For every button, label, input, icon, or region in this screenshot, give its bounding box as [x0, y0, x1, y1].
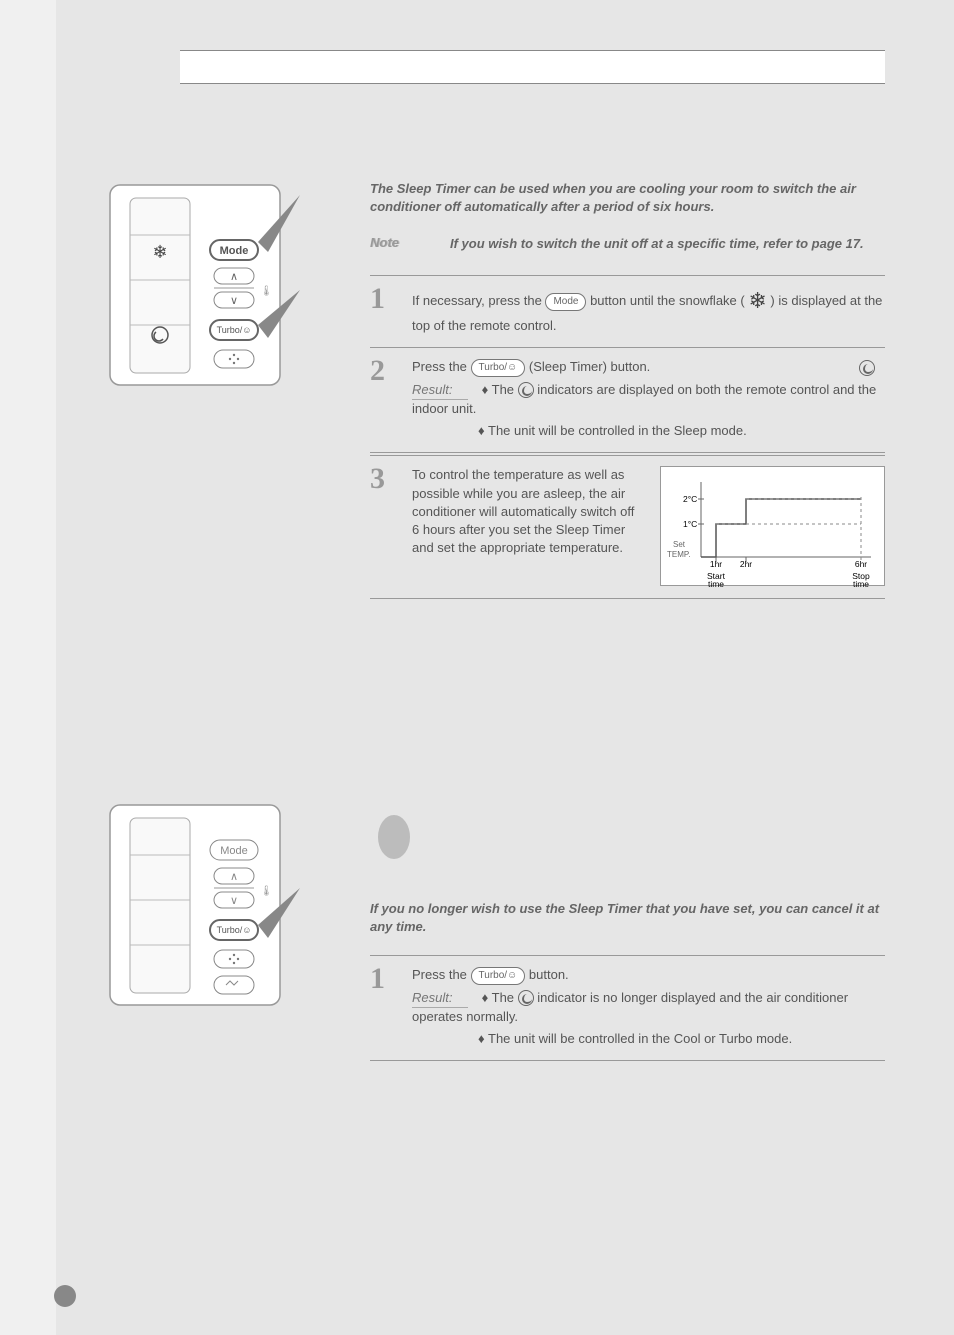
turbo-sleep-button: Turbo/☺ — [210, 920, 258, 940]
svg-text:Mode: Mode — [220, 245, 249, 257]
down-button: ∨ — [214, 292, 254, 308]
svg-text:∧: ∧ — [230, 871, 238, 883]
step-1: 1 If necessary, press the Mode button un… — [370, 276, 885, 348]
page: ❄ Mode ∧ 🌡 ∨ — [0, 0, 954, 1335]
mode-pill: Mode — [545, 293, 586, 311]
svg-text:∨: ∨ — [230, 295, 238, 307]
svg-text:6hr: 6hr — [855, 559, 867, 569]
step-number: 1 — [370, 282, 408, 316]
step-2: 2 Press the Turbo/☺ (Sleep Timer) button… — [370, 348, 885, 456]
section-setting-sleep-timer: The Sleep Timer can be used when you are… — [370, 180, 885, 599]
step-number: 2 — [370, 354, 408, 388]
sleep-icon — [518, 382, 534, 398]
remote-illustration-2: Mode ∧ 🌡 ∨ Turbo/☺ — [90, 800, 290, 1010]
step-body: Press the Turbo/☺ (Sleep Timer) button. … — [412, 358, 885, 440]
svg-text:∧: ∧ — [230, 271, 238, 283]
snowflake-icon: ❄ — [748, 288, 766, 313]
svg-text:Turbo/☺: Turbo/☺ — [217, 925, 252, 935]
note-label: Note — [370, 235, 430, 253]
remote-illustration-1: ❄ Mode ∧ 🌡 ∨ — [90, 180, 290, 390]
svg-text:1hr: 1hr — [710, 559, 722, 569]
note-text: If you wish to switch the unit off at a … — [450, 235, 864, 253]
note-row: Note If you wish to switch the unit off … — [370, 235, 885, 253]
mode-button: Mode — [210, 240, 258, 260]
sleep-icon — [518, 990, 534, 1006]
section-marker-icon — [378, 815, 410, 859]
page-marker-icon — [54, 1285, 76, 1307]
intro-text: If you no longer wish to use the Sleep T… — [370, 900, 885, 935]
svg-text:2hr: 2hr — [740, 559, 752, 569]
snowflake-icon: ❄ — [152, 242, 167, 262]
swing-button — [214, 950, 254, 968]
svg-text:Set: Set — [673, 540, 686, 549]
svg-text:∨: ∨ — [230, 895, 238, 907]
svg-text:🌡: 🌡 — [260, 285, 273, 297]
title-band — [180, 50, 885, 84]
turbo-sleep-pill: Turbo/☺ — [471, 359, 526, 377]
turbo-sleep-pill: Turbo/☺ — [471, 967, 526, 985]
svg-text:time: time — [708, 579, 724, 587]
step-body: If necessary, press the Mode button unti… — [412, 286, 885, 335]
steps-list: 1 If necessary, press the Mode button un… — [370, 275, 885, 599]
step-text: To control the temperature as well as po… — [412, 466, 640, 586]
intro-text: The Sleep Timer can be used when you are… — [370, 180, 885, 215]
step-body: Press the Turbo/☺ button. Result: ♦ The … — [412, 966, 885, 1048]
svg-text:Mode: Mode — [220, 845, 248, 857]
steps-list: 1 Press the Turbo/☺ button. Result: ♦ Th… — [370, 955, 885, 1061]
step-body: To control the temperature as well as po… — [412, 466, 885, 586]
step-1: 1 Press the Turbo/☺ button. Result: ♦ Th… — [370, 956, 885, 1061]
step-number: 1 — [370, 962, 408, 996]
sleep-timer-diagram: Set TEMP. 2°C 1°C — [660, 466, 885, 586]
svg-text:TEMP.: TEMP. — [667, 550, 690, 559]
svg-text:2°C: 2°C — [683, 494, 697, 504]
step-3: 3 To control the temperature as well as … — [370, 456, 885, 599]
sidebar-margin — [0, 0, 56, 1335]
up-button: ∧ — [214, 268, 254, 284]
step-number: 3 — [370, 462, 408, 496]
result-label: Result: — [412, 989, 468, 1008]
swing-button — [214, 350, 254, 368]
result-label: Result: — [412, 381, 468, 400]
section-cancel-sleep-timer: If you no longer wish to use the Sleep T… — [370, 800, 885, 1061]
svg-text:🌡: 🌡 — [260, 885, 273, 897]
mode-button: Mode — [210, 840, 258, 860]
svg-text:1°C: 1°C — [683, 519, 697, 529]
svg-text:time: time — [853, 579, 869, 587]
turbo-sleep-button: Turbo/☺ — [210, 320, 258, 340]
sleep-icon — [859, 360, 875, 376]
svg-text:Turbo/☺: Turbo/☺ — [217, 325, 252, 335]
